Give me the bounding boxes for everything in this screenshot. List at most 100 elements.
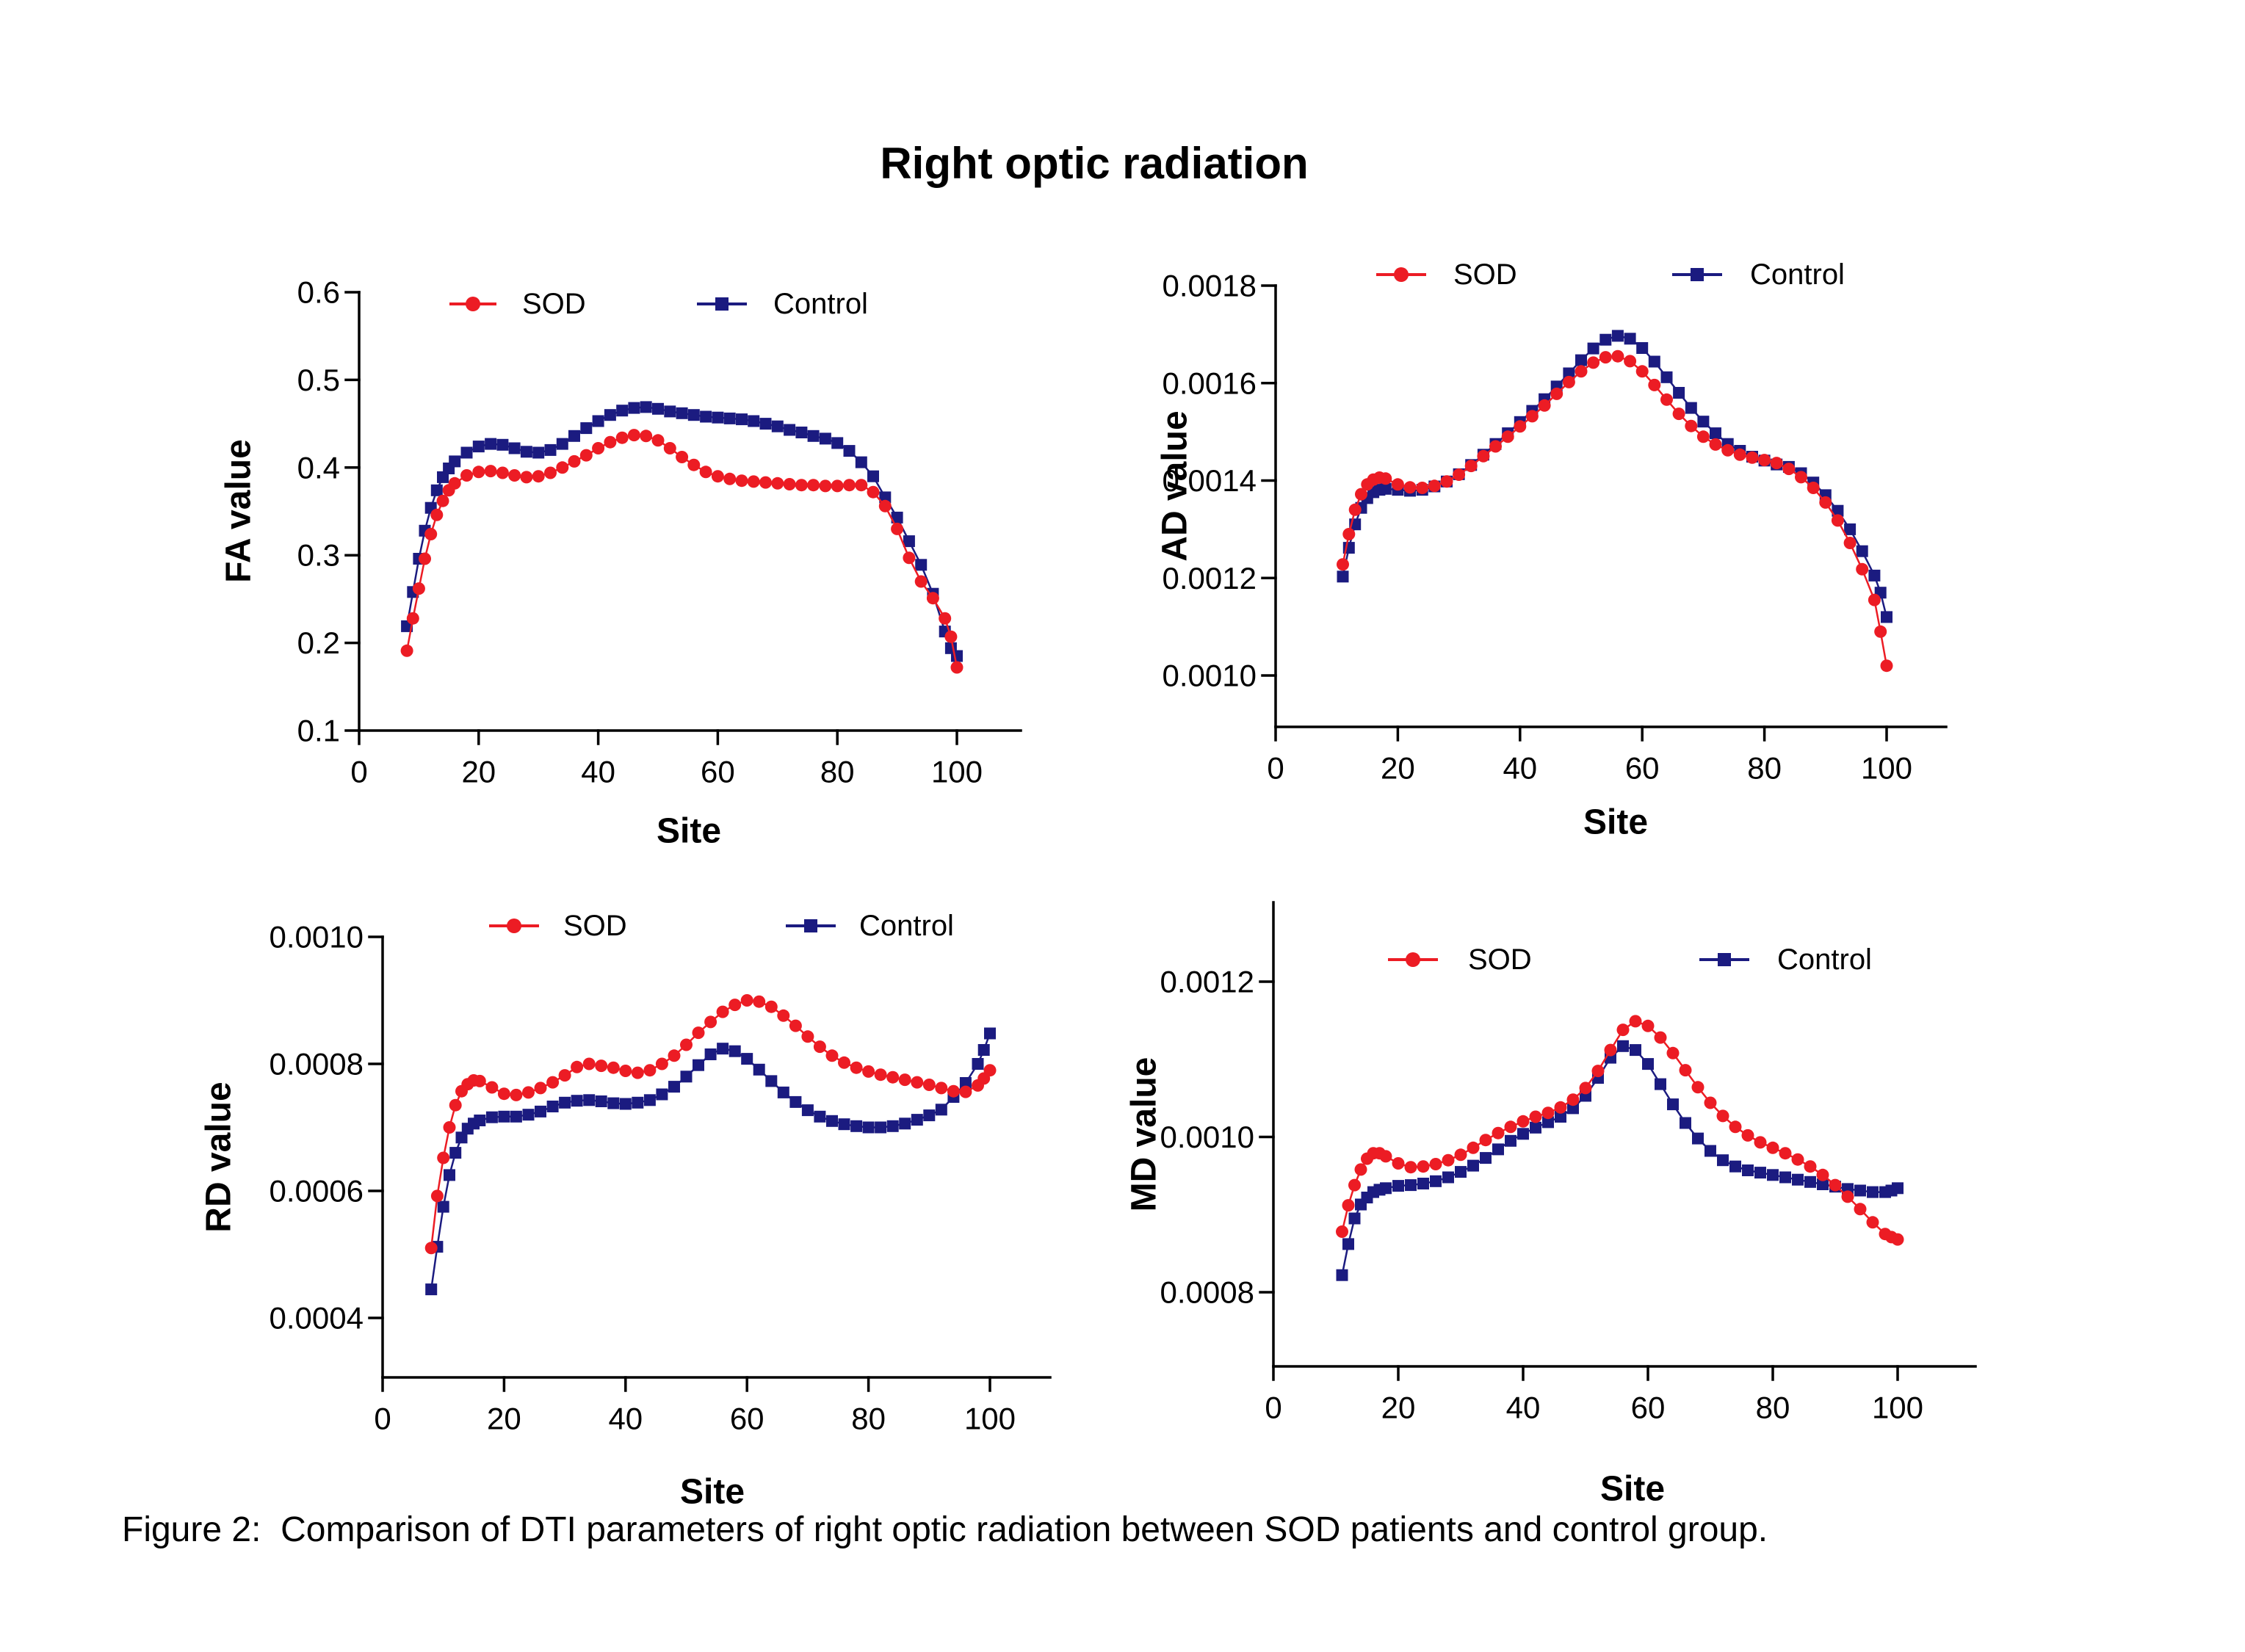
- sod-marker: [1591, 1065, 1605, 1078]
- control-marker: [729, 1045, 741, 1057]
- rd-x-tick-label: 20: [487, 1402, 521, 1436]
- ad-y-tick-label: 0.0010: [1163, 659, 1257, 693]
- fa-y-tick-label: 0.2: [297, 626, 340, 660]
- sod-marker: [947, 1084, 960, 1098]
- sod-marker: [939, 612, 952, 625]
- sod-marker: [532, 470, 545, 483]
- control-marker: [580, 422, 593, 435]
- control-marker: [544, 443, 557, 456]
- sod-marker: [1492, 1126, 1505, 1140]
- sod-marker: [1758, 454, 1771, 467]
- ad-x-tick-label: 100: [1861, 751, 1912, 786]
- control-marker: [915, 559, 928, 571]
- control-marker: [1660, 371, 1673, 383]
- control-marker: [891, 511, 903, 524]
- sod-marker: [592, 442, 605, 454]
- sod-marker: [747, 475, 760, 488]
- control-marker: [1636, 342, 1649, 354]
- sod-marker: [789, 1019, 802, 1032]
- sod-marker: [510, 1088, 523, 1101]
- sod-marker: [1841, 1190, 1854, 1203]
- sod-marker: [1641, 1019, 1655, 1032]
- control-marker: [498, 1110, 510, 1123]
- control-marker: [903, 535, 915, 548]
- fa-x-tick-label: 40: [581, 755, 615, 789]
- sod-marker: [855, 479, 868, 492]
- control-marker: [717, 1043, 729, 1055]
- sod-marker: [1575, 365, 1588, 378]
- sod-marker: [1791, 1153, 1804, 1166]
- rd-panel: 0.0010 0.0008 0.0006 0.0004 0 20 40 60 80 100 SOD C…: [270, 910, 1052, 1436]
- sod-marker: [1629, 1015, 1642, 1028]
- sod-marker: [484, 465, 497, 478]
- sod-marker: [1746, 451, 1759, 464]
- control-marker: [676, 407, 688, 419]
- control-marker: [619, 1098, 632, 1110]
- md-y-axis-label: MD value: [1125, 1057, 1164, 1212]
- control-marker: [899, 1117, 911, 1130]
- fa-legend-control: Control: [697, 288, 868, 320]
- sod-marker: [619, 1065, 632, 1077]
- sod-marker: [867, 485, 880, 499]
- control-marker: [1655, 1078, 1666, 1090]
- control-marker: [1455, 1166, 1467, 1178]
- sod-legend-label: SOD: [522, 288, 586, 320]
- rd-y-tick-label: 0.0008: [270, 1047, 364, 1082]
- md-x-tick-label: 60: [1631, 1391, 1666, 1425]
- control-marker: [704, 1048, 717, 1060]
- sod-marker: [631, 1066, 644, 1079]
- control-marker: [535, 1105, 546, 1117]
- control-marker: [1767, 1169, 1779, 1181]
- control-marker: [1697, 416, 1710, 428]
- sod-marker: [1733, 448, 1746, 461]
- md-sod-series: [1336, 1015, 1904, 1246]
- sod-marker: [400, 644, 413, 657]
- sod-marker: [668, 1049, 681, 1062]
- control-marker: [855, 456, 867, 468]
- sod-marker: [1831, 514, 1844, 527]
- control-marker: [1692, 1132, 1704, 1145]
- control-marker: [571, 1095, 583, 1107]
- sod-marker: [448, 477, 461, 490]
- sod-marker: [568, 454, 581, 468]
- sod-marker: [771, 477, 784, 490]
- control-marker: [1717, 1154, 1729, 1167]
- rd-x-tick-label: 60: [730, 1402, 764, 1436]
- ad-x-axis-label: Site: [1583, 803, 1648, 842]
- ad-x-tick-label: 40: [1503, 751, 1537, 786]
- control-marker: [583, 1094, 596, 1106]
- control-marker: [911, 1114, 923, 1126]
- sod-marker: [676, 451, 689, 463]
- control-marker: [723, 412, 736, 424]
- sod-marker: [534, 1082, 547, 1095]
- sod-marker: [807, 479, 820, 492]
- md-x-tick-label: 0: [1265, 1391, 1281, 1425]
- control-marker: [643, 1094, 656, 1106]
- sod-marker: [1379, 1150, 1392, 1163]
- control-marker: [1624, 333, 1636, 345]
- fa-control-series: [401, 401, 963, 662]
- control-marker: [1792, 1173, 1804, 1186]
- sod-marker: [1355, 488, 1367, 501]
- control-marker: [664, 405, 676, 418]
- sod-marker: [655, 1057, 668, 1070]
- ad-y-axis-label: AD value: [1156, 410, 1195, 561]
- control-marker: [1611, 330, 1624, 342]
- control-marker: [1379, 482, 1392, 495]
- ad-legend-control: Control: [1672, 258, 1845, 291]
- control-marker: [1555, 1111, 1566, 1123]
- control-marker: [862, 1121, 875, 1134]
- ad-y-tick-label: 0.0012: [1163, 561, 1257, 595]
- control-marker: [1856, 545, 1868, 557]
- figure-caption: Figure 2: Comparison of DTI parameters o…: [122, 1510, 1768, 1549]
- sod-marker: [716, 1005, 729, 1018]
- sod-marker: [1691, 1081, 1704, 1094]
- control-marker: [1342, 1238, 1354, 1250]
- control-marker: [1779, 1171, 1791, 1184]
- control-marker: [753, 1063, 765, 1076]
- sod-marker: [1611, 349, 1624, 363]
- sod-marker: [911, 1076, 924, 1089]
- fa-sod-series: [400, 429, 964, 674]
- sod-legend-circle-marker: [1406, 952, 1420, 967]
